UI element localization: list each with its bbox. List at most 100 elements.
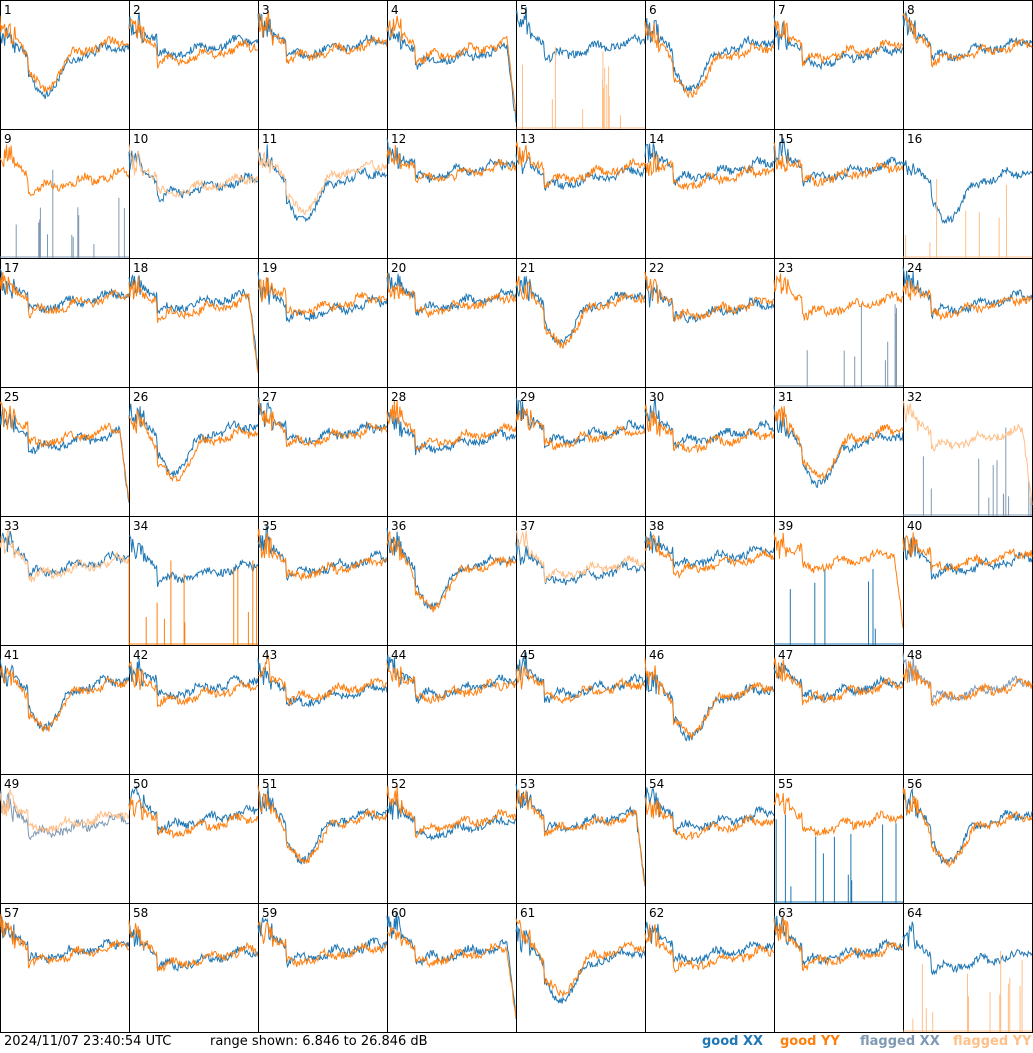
panel-frame xyxy=(258,645,388,775)
panel-frame xyxy=(903,258,1033,388)
panel-61: 61 xyxy=(515,903,646,1033)
series-yy-11 xyxy=(257,148,388,216)
panel-label: 35 xyxy=(262,519,277,533)
series-xx-61 xyxy=(515,925,646,1004)
legend-good-xx: good XX xyxy=(702,1034,764,1049)
series-yy-31 xyxy=(773,405,904,480)
panel-label: 41 xyxy=(4,648,19,662)
series-xx-53 xyxy=(515,783,646,887)
series-yy-40 xyxy=(902,532,1033,572)
panel-frame xyxy=(129,387,259,517)
panel-47: 47 xyxy=(773,645,904,775)
series-xx-58 xyxy=(128,922,259,972)
panel-frame xyxy=(516,774,646,904)
series-xx-5 xyxy=(515,6,646,63)
panel-frame xyxy=(0,903,130,1033)
series-xx-26 xyxy=(128,403,259,477)
series-yy-42 xyxy=(128,661,259,708)
panel-27: 27 xyxy=(257,387,388,517)
panel-53: 53 xyxy=(515,774,646,904)
panel-label: 47 xyxy=(778,648,793,662)
series-yy-22 xyxy=(644,271,775,323)
panel-label: 3 xyxy=(262,3,270,17)
series-yy-54 xyxy=(644,797,775,841)
panel-label: 21 xyxy=(520,261,535,275)
series-yy-46 xyxy=(644,658,775,739)
series-yy-51 xyxy=(257,785,388,865)
series-yy-44 xyxy=(386,662,517,704)
panel-label: 6 xyxy=(649,3,657,17)
panel-40: 40 xyxy=(902,516,1033,646)
panel-frame xyxy=(387,645,517,775)
series-yy-12 xyxy=(386,144,517,184)
series-yy-20 xyxy=(386,272,517,318)
panel-57: 57 xyxy=(0,903,130,1033)
series-yy-55 xyxy=(773,792,904,837)
series-xx-35 xyxy=(257,525,388,582)
panel-26: 26 xyxy=(128,387,259,517)
panel-label: 44 xyxy=(391,648,406,662)
panel-37: 37 xyxy=(515,516,646,646)
panel-frame xyxy=(516,387,646,517)
series-yy-53 xyxy=(515,789,646,886)
series-yy-19 xyxy=(257,276,388,317)
series-yy-62 xyxy=(644,924,775,974)
panel-frame xyxy=(387,387,517,517)
legend-flagged-yy: flagged YY xyxy=(953,1034,1032,1049)
panel-label: 28 xyxy=(391,390,406,404)
panel-38: 38 xyxy=(644,516,775,646)
panel-42: 42 xyxy=(128,645,259,775)
panel-frame xyxy=(774,516,904,646)
series-yy-10 xyxy=(128,144,259,199)
series-yy-50 xyxy=(128,797,259,839)
panel-frame xyxy=(387,0,517,130)
series-xx-8 xyxy=(902,10,1033,63)
panel-24: 24 xyxy=(902,258,1033,388)
series-yy-15 xyxy=(773,142,904,187)
series-yy-47 xyxy=(773,657,904,706)
panel-frame xyxy=(387,903,517,1033)
panel-56: 56 xyxy=(902,774,1033,904)
series-xx-18 xyxy=(128,273,259,371)
panel-label: 31 xyxy=(778,390,793,404)
panel-label: 61 xyxy=(520,906,535,920)
panel-7: 7 xyxy=(773,0,904,130)
series-yy-4 xyxy=(386,15,517,114)
panel-frame xyxy=(774,903,904,1033)
panel-frame xyxy=(645,774,775,904)
series-yy-17 xyxy=(0,271,130,319)
series-yy-60 xyxy=(386,927,517,1018)
series-xx-33 xyxy=(0,530,130,578)
series-yy-35 xyxy=(257,528,388,582)
panel-label: 30 xyxy=(649,390,664,404)
panel-64: 64 xyxy=(902,903,1033,1033)
panel-frame xyxy=(129,258,259,388)
series-yy-24 xyxy=(902,280,1033,322)
panel-label: 29 xyxy=(520,390,535,404)
panel-29: 29 xyxy=(515,387,646,517)
panel-4: 4 xyxy=(386,0,517,130)
series-yy-8 xyxy=(902,12,1033,69)
panel-2: 2 xyxy=(128,0,259,130)
panel-frame xyxy=(516,0,646,130)
panel-11: 11 xyxy=(257,129,388,259)
series-xx-41 xyxy=(0,658,130,732)
series-xx-62 xyxy=(644,921,775,965)
panel-19: 19 xyxy=(257,258,388,388)
panel-frame xyxy=(903,774,1033,904)
panel-frame xyxy=(645,903,775,1033)
series-xx-21 xyxy=(515,276,646,345)
series-yy-2 xyxy=(128,19,259,70)
series-xx-37 xyxy=(515,538,646,586)
legend-good-yy: good YY xyxy=(780,1034,840,1049)
panel-label: 19 xyxy=(262,261,277,275)
series-yy-7 xyxy=(773,20,904,67)
panel-frame xyxy=(0,258,130,388)
panel-30: 30 xyxy=(644,387,775,517)
panel-36: 36 xyxy=(386,516,517,646)
panel-label: 38 xyxy=(649,519,664,533)
panel-20: 20 xyxy=(386,258,517,388)
series-yy-9 xyxy=(0,144,130,196)
panel-label: 32 xyxy=(907,390,922,404)
panel-frame xyxy=(903,516,1033,646)
